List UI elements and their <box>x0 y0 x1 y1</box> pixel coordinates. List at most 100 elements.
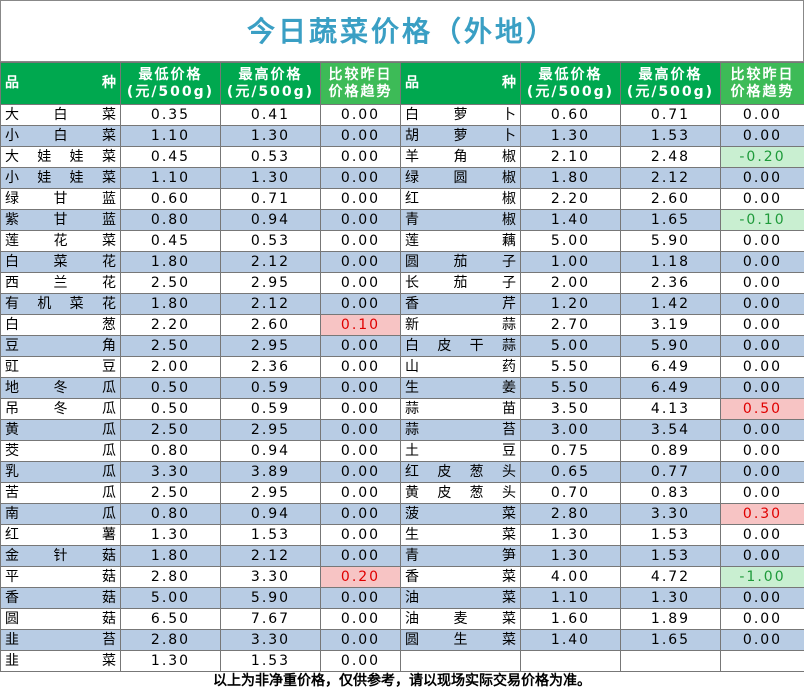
vegetable-name: 胡萝卜 <box>400 125 521 147</box>
price-trend: 0.00 <box>320 398 401 420</box>
price-trend: 0.00 <box>320 461 401 483</box>
column-header: 品种 <box>0 62 121 105</box>
max-price: 2.48 <box>620 146 721 168</box>
vegetable-name: 西兰花 <box>0 272 121 294</box>
min-price: 1.60 <box>520 608 621 630</box>
vegetable-name: 莲藕 <box>400 230 521 252</box>
min-price: 0.65 <box>520 461 621 483</box>
data-row: 金针菇 1.80 2.12 0.00 青笋 1.30 1.53 0.00 <box>0 545 804 567</box>
min-price: 0.60 <box>520 104 621 126</box>
vegetable-name: 有机菜花 <box>0 293 121 315</box>
vegetable-name: 青笋 <box>400 545 521 567</box>
min-price: 5.00 <box>520 335 621 357</box>
data-row: 圆菇 6.50 7.67 0.00 油麦菜 1.60 1.89 0.00 <box>0 608 804 630</box>
price-trend: 0.50 <box>720 398 804 420</box>
data-row: 韭苔 2.80 3.30 0.00 圆生菜 1.40 1.65 0.00 <box>0 629 804 651</box>
vegetable-name: 豆角 <box>0 335 121 357</box>
min-price: 1.30 <box>520 545 621 567</box>
vegetable-name: 圆茄子 <box>400 251 521 273</box>
max-price: 4.13 <box>620 398 721 420</box>
max-price: 0.41 <box>220 104 321 126</box>
max-price: 2.12 <box>220 251 321 273</box>
max-price: 0.89 <box>620 440 721 462</box>
max-price: 1.30 <box>220 167 321 189</box>
max-price: 1.42 <box>620 293 721 315</box>
vegetable-name: 白皮干蒜 <box>400 335 521 357</box>
max-price: 1.18 <box>620 251 721 273</box>
vegetable-name: 豇豆 <box>0 356 121 378</box>
min-price: 0.50 <box>120 398 221 420</box>
vegetable-name: 青椒 <box>400 209 521 231</box>
min-price: 1.30 <box>120 524 221 546</box>
max-price: 1.30 <box>220 125 321 147</box>
min-price: 2.00 <box>120 356 221 378</box>
min-price: 1.30 <box>120 650 221 672</box>
price-trend: -0.20 <box>720 146 804 168</box>
footer-note: 以上为非净重价格，仅供参考，请以现场实际交易价格为准。 <box>213 673 591 689</box>
min-price: 0.80 <box>120 503 221 525</box>
min-price: 3.30 <box>120 461 221 483</box>
empty-cell <box>520 650 621 672</box>
max-price: 2.95 <box>220 482 321 504</box>
price-trend: 0.00 <box>320 146 401 168</box>
data-row: 平菇 2.80 3.30 0.20 香菜 4.00 4.72 -1.00 <box>0 566 804 588</box>
price-trend: 0.00 <box>320 293 401 315</box>
max-price: 2.95 <box>220 419 321 441</box>
price-trend: 0.00 <box>320 587 401 609</box>
max-price: 5.90 <box>620 335 721 357</box>
price-trend: 0.00 <box>720 608 804 630</box>
column-header: 最高价格 (元/500g) <box>620 62 721 105</box>
vegetable-name: 苦瓜 <box>0 482 121 504</box>
price-trend: 0.00 <box>720 629 804 651</box>
data-row: 西兰花 2.50 2.95 0.00 长茄子 2.00 2.36 0.00 <box>0 272 804 294</box>
max-price: 6.49 <box>620 377 721 399</box>
min-price: 0.45 <box>120 146 221 168</box>
min-price: 3.00 <box>520 419 621 441</box>
min-price: 1.80 <box>120 251 221 273</box>
price-table: 品种 最低价格 (元/500g) 最高价格 (元/500g) 比较昨日 价格趋势 品种最… <box>0 62 804 672</box>
min-price: 4.00 <box>520 566 621 588</box>
data-row: 大白菜 0.35 0.41 0.00 白萝卜 0.60 0.71 0.00 <box>0 104 804 126</box>
price-trend: 0.00 <box>320 650 401 672</box>
price-trend: 0.00 <box>320 188 401 210</box>
vegetable-name: 红皮葱头 <box>400 461 521 483</box>
price-trend: 0.00 <box>720 314 804 336</box>
price-trend: 0.00 <box>320 629 401 651</box>
price-trend: 0.00 <box>720 125 804 147</box>
vegetable-name: 香芹 <box>400 293 521 315</box>
max-price: 5.90 <box>220 587 321 609</box>
data-row: 大娃娃菜 0.45 0.53 0.00 羊角椒 2.10 2.48 -0.20 <box>0 146 804 168</box>
price-trend: 0.00 <box>320 377 401 399</box>
vegetable-name: 黄瓜 <box>0 419 121 441</box>
max-price: 5.90 <box>620 230 721 252</box>
max-price: 1.65 <box>620 209 721 231</box>
min-price: 2.80 <box>120 566 221 588</box>
min-price: 1.20 <box>520 293 621 315</box>
min-price: 0.45 <box>120 230 221 252</box>
price-trend: 0.00 <box>320 503 401 525</box>
price-trend: 0.00 <box>720 377 804 399</box>
max-price: 2.12 <box>220 545 321 567</box>
vegetable-name: 红薯 <box>0 524 121 546</box>
vegetable-name: 羊角椒 <box>400 146 521 168</box>
data-row: 紫甘蓝 0.80 0.94 0.00 青椒 1.40 1.65 -0.10 <box>0 209 804 231</box>
price-trend: 0.00 <box>320 482 401 504</box>
price-trend: 0.00 <box>720 545 804 567</box>
price-trend: 0.00 <box>320 335 401 357</box>
vegetable-name: 地冬瓜 <box>0 377 121 399</box>
max-price: 6.49 <box>620 356 721 378</box>
max-price: 2.95 <box>220 272 321 294</box>
min-price: 2.80 <box>120 629 221 651</box>
price-trend: -1.00 <box>720 566 804 588</box>
column-header: 最低价格 (元/500g) <box>120 62 221 105</box>
vegetable-name: 南瓜 <box>0 503 121 525</box>
max-price: 4.72 <box>620 566 721 588</box>
max-price: 0.71 <box>220 188 321 210</box>
min-price: 1.30 <box>520 125 621 147</box>
data-row: 豆角 2.50 2.95 0.00 白皮干蒜 5.00 5.90 0.00 <box>0 335 804 357</box>
max-price: 0.77 <box>620 461 721 483</box>
min-price: 1.80 <box>520 167 621 189</box>
price-trend: 0.00 <box>320 125 401 147</box>
max-price: 0.94 <box>220 503 321 525</box>
